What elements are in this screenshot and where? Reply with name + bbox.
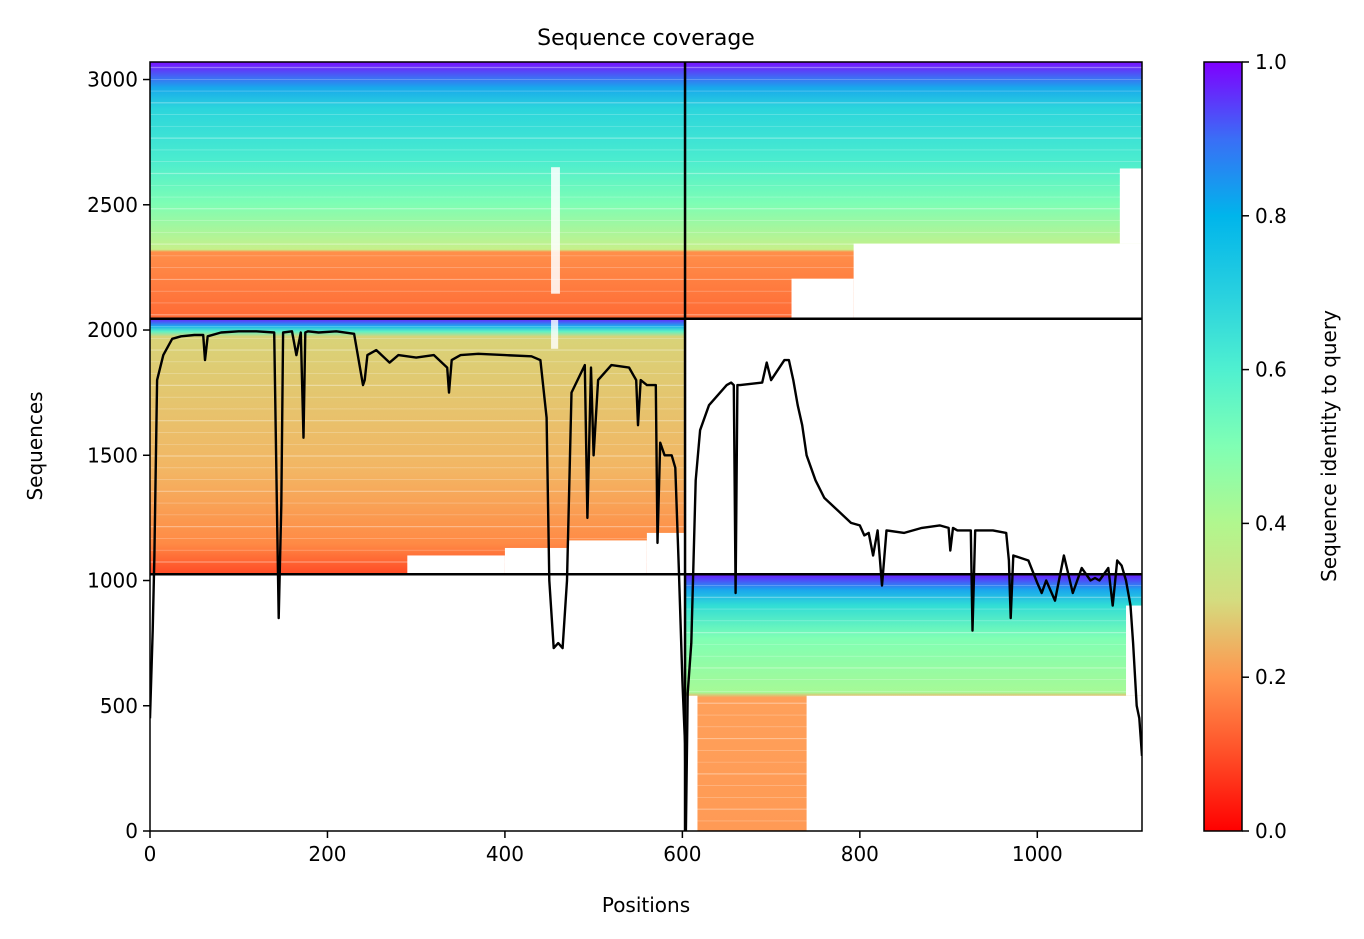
- plot-area: [150, 62, 1142, 831]
- y-tick-label: 2000: [87, 318, 138, 342]
- colorbar-tick-label: 0.4: [1255, 511, 1287, 535]
- colorbar-ticks: 0.0 0.2 0.4 0.6 0.8 1.0: [1242, 50, 1287, 843]
- colorbar-tick-label: 0.8: [1255, 204, 1287, 228]
- plot-frame: [149, 61, 1143, 832]
- gap-chainA-step: [567, 540, 647, 575]
- x-tick-label: 200: [308, 842, 346, 866]
- colorbar-label: Sequence identity to query: [1317, 310, 1341, 582]
- gap-paired-column: [551, 167, 560, 294]
- y-axis-label: Sequences: [23, 391, 47, 500]
- heatmap: [150, 62, 1142, 831]
- x-tick-label: 0: [144, 842, 157, 866]
- coverage-line: [150, 330, 1142, 831]
- heatmap-block-chain-A-unpaired: [150, 318, 686, 575]
- gap-chainA-step: [407, 555, 505, 575]
- colorbar-tick-label: 0.0: [1255, 819, 1287, 843]
- gap-chainB-right: [806, 695, 1142, 831]
- gap-paired-lower-mid: [791, 278, 854, 319]
- colorbar-tick-label: 0.2: [1255, 665, 1287, 689]
- row-texture: [150, 66, 1142, 822]
- coverage-gaps: [407, 167, 1142, 831]
- y-axis: 0 500 1000 1500 2000 2500 3000: [87, 68, 150, 843]
- y-tick-label: 1500: [87, 443, 138, 467]
- y-tick-label: 3000: [87, 68, 138, 92]
- x-tick-label: 400: [486, 842, 524, 866]
- colorbar-gradient: [1204, 62, 1242, 831]
- gap-chainA-step: [504, 547, 568, 575]
- y-tick-label: 500: [100, 694, 138, 718]
- x-tick-label: 600: [663, 842, 701, 866]
- gap-paired-right-edge: [1119, 168, 1142, 244]
- x-axis: 0 200 400 600 800 1000: [144, 831, 1063, 866]
- chart-title: Sequence coverage: [537, 26, 755, 51]
- y-tick-label: 2500: [87, 193, 138, 217]
- colorbar-frame: [1203, 61, 1243, 832]
- colorbar-tick-label: 0.6: [1255, 358, 1287, 382]
- y-tick-label: 0: [125, 819, 138, 843]
- gap-chainA-column: [551, 318, 559, 349]
- colorbar-tick-label: 1.0: [1255, 50, 1287, 74]
- x-tick-label: 800: [841, 842, 879, 866]
- y-tick-label: 1000: [87, 569, 138, 593]
- x-axis-label: Positions: [602, 893, 690, 917]
- x-tick-label: 1000: [1012, 842, 1063, 866]
- gap-paired-lower-right: [853, 243, 1142, 319]
- block-boundaries: [150, 62, 1142, 831]
- colorbar: 0.0 0.2 0.4 0.6 0.8 1.0 Sequence identity to …: [1203, 50, 1341, 843]
